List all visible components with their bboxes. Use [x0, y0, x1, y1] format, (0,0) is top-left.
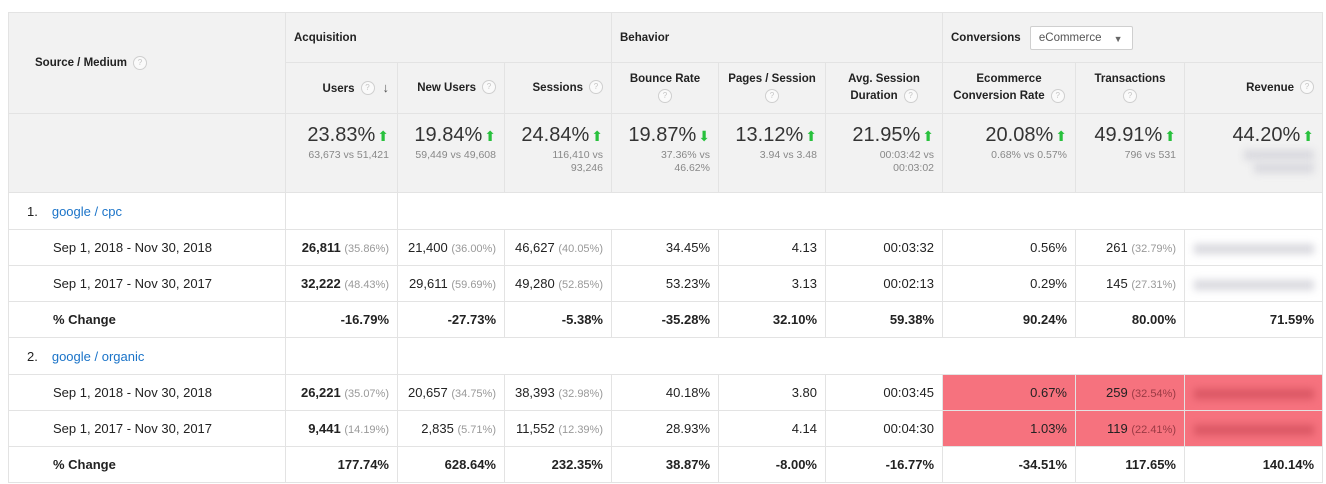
- help-icon[interactable]: ?: [360, 81, 375, 96]
- total-sessions: 24.84% ⬆ 116,410 vs 93,246: [504, 113, 612, 193]
- col-users[interactable]: Users? ↓: [285, 62, 398, 114]
- up-arrow-icon: ⬆: [1302, 128, 1315, 144]
- table-row: Sep 1, 2018 - Nov 30, 2018 26,221 (35.07…: [8, 374, 1324, 411]
- highlighted-cell: 0.67%: [942, 374, 1076, 411]
- col-pages-session[interactable]: Pages / Session?: [718, 62, 826, 114]
- group-name-cell: 2. google / organic: [8, 337, 286, 375]
- col-avg-session-duration[interactable]: Avg. Session Duration?: [825, 62, 943, 114]
- col-sessions[interactable]: Sessions?: [504, 62, 612, 114]
- redacted-value: [1254, 163, 1315, 174]
- source-medium-link[interactable]: google / cpc: [51, 203, 122, 219]
- up-arrow-icon: ⬆: [591, 128, 603, 144]
- conversions-group-header: Conversions eCommerce ▼: [941, 12, 1324, 63]
- report-table: Source / Medium? Acquisition Behavior Co…: [8, 12, 1324, 483]
- up-arrow-icon: ⬆: [1055, 128, 1067, 144]
- col-transactions[interactable]: Transactions?: [1075, 62, 1185, 114]
- help-icon[interactable]: ?: [589, 80, 603, 95]
- redacted-value: [1244, 150, 1315, 161]
- up-arrow-icon: ⬆: [922, 128, 934, 144]
- col-revenue[interactable]: Revenue?: [1183, 62, 1324, 114]
- caret-down-icon: ▼: [1113, 33, 1123, 44]
- col-bounce-rate[interactable]: Bounce Rate?: [611, 62, 719, 114]
- up-arrow-icon: ⬆: [377, 128, 389, 144]
- total-revenue: 44.20% ⬆: [1183, 113, 1324, 193]
- change-row: % Change 177.74% 628.64% 232.35% 38.87% …: [8, 446, 1324, 483]
- help-icon[interactable]: ?: [133, 56, 148, 70]
- table-row: Sep 1, 2017 - Nov 30, 2017 9,441 (14.19%…: [8, 410, 1324, 447]
- help-icon[interactable]: ?: [1300, 80, 1315, 95]
- help-icon[interactable]: ?: [903, 88, 918, 103]
- behavior-group-header: Behavior: [611, 12, 943, 63]
- redacted-value: [1194, 243, 1315, 254]
- redacted-value: [1194, 424, 1315, 435]
- highlighted-cell: 259 (32.54%): [1075, 374, 1185, 411]
- help-icon[interactable]: ?: [658, 88, 672, 103]
- sort-down-arrow-icon[interactable]: ↓: [382, 79, 390, 95]
- down-arrow-icon: ⬇: [698, 128, 710, 144]
- up-arrow-icon: ⬆: [805, 128, 817, 144]
- total-bounce-rate: 19.87% ⬇ 37.36% vs 46.62%: [611, 113, 719, 193]
- acquisition-group-header: Acquisition: [285, 12, 612, 63]
- help-icon[interactable]: ?: [1123, 88, 1137, 103]
- source-medium-link[interactable]: google / organic: [51, 348, 145, 364]
- total-avg-duration: 21.95% ⬆ 00:03:42 vs 00:03:02: [825, 113, 943, 193]
- table-row: Sep 1, 2018 - Nov 30, 2018 26,811 (35.86…: [8, 229, 1324, 266]
- source-medium-header[interactable]: Source / Medium?: [8, 12, 286, 114]
- group-name-cell: 1. google / cpc: [8, 192, 286, 230]
- highlighted-cell: 1.03%: [942, 410, 1076, 447]
- help-icon[interactable]: ?: [1050, 88, 1065, 103]
- highlighted-cell: 119 (22.41%): [1075, 410, 1185, 447]
- total-pages-session: 13.12% ⬆ 3.94 vs 3.48: [718, 113, 826, 193]
- highlighted-cell: [1183, 410, 1324, 447]
- redacted-value: [1194, 279, 1315, 290]
- help-icon[interactable]: ?: [482, 80, 496, 95]
- highlighted-cell: [1183, 374, 1324, 411]
- conversions-type-dropdown[interactable]: eCommerce ▼: [1029, 25, 1133, 50]
- col-ecommerce-conversion-rate[interactable]: Ecommerce Conversion Rate?: [942, 62, 1076, 114]
- comparison-report: Source / Medium? Acquisition Behavior Co…: [8, 12, 1324, 483]
- total-users: 23.83% ⬆ 63,673 vs 51,421: [285, 113, 398, 193]
- help-icon[interactable]: ?: [765, 88, 779, 103]
- up-arrow-icon: ⬆: [1164, 128, 1176, 144]
- table-row: Sep 1, 2017 - Nov 30, 2017 32,222 (48.43…: [8, 265, 1324, 302]
- col-new-users[interactable]: New Users?: [397, 62, 505, 114]
- group-row: 1. google / cpc: [8, 192, 1324, 230]
- total-new-users: 19.84% ⬆ 59,449 vs 49,608: [397, 113, 505, 193]
- totals-row: 23.83% ⬆ 63,673 vs 51,421 19.84% ⬆ 59,449 vs…: [8, 113, 1324, 193]
- group-row: 2. google / organic: [8, 337, 1324, 375]
- total-transactions: 49.91% ⬆ 796 vs 531: [1075, 113, 1185, 193]
- totals-label: [8, 113, 286, 193]
- change-row: % Change -16.79% -27.73% -5.38% -35.28% …: [8, 301, 1324, 338]
- total-conversion-rate: 20.08% ⬆ 0.68% vs 0.57%: [942, 113, 1076, 193]
- up-arrow-icon: ⬆: [484, 128, 496, 144]
- redacted-value: [1194, 388, 1315, 399]
